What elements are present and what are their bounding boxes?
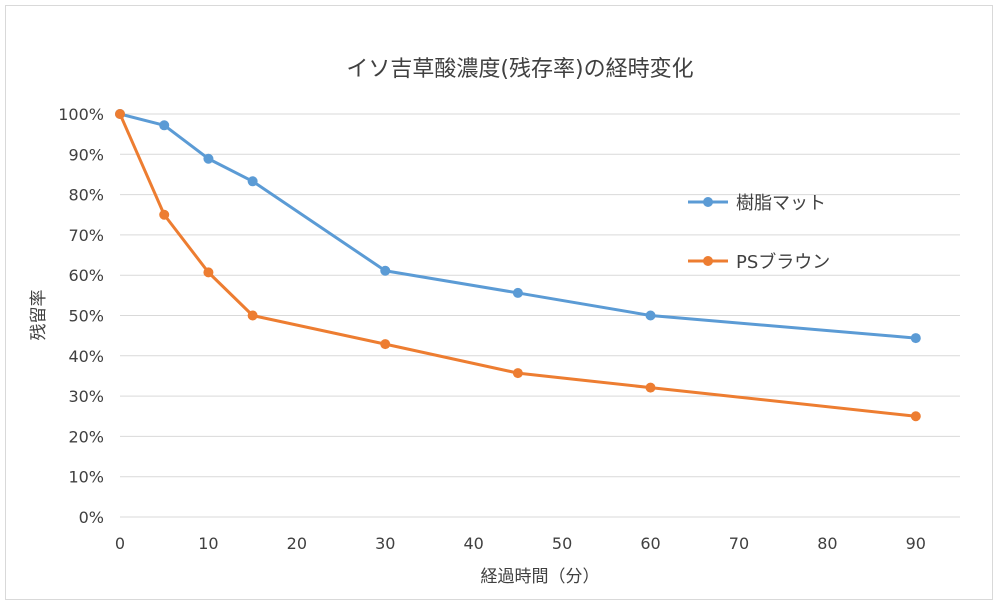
x-tick-label: 0	[115, 534, 125, 553]
y-tick-label: 10%	[68, 468, 104, 487]
data-point-series-1	[645, 310, 656, 321]
data-point-series-2	[910, 411, 921, 422]
x-tick-label: 40	[464, 534, 484, 553]
series-line-2	[118, 113, 916, 418]
data-point-series-1	[203, 153, 214, 164]
y-tick-label: 100%	[58, 105, 104, 124]
chart-frame	[5, 5, 993, 600]
data-point-series-2	[159, 209, 170, 220]
data-point-series-1	[910, 333, 921, 344]
data-point-series-1	[512, 287, 523, 298]
y-tick-label: 50%	[68, 307, 104, 326]
y-axis-title: 残留率	[29, 290, 49, 341]
y-tick-label: 0%	[79, 508, 104, 527]
y-tick-label: 70%	[68, 226, 104, 245]
y-tick-label: 30%	[68, 387, 104, 406]
x-axis-title: 経過時間（分）	[481, 567, 600, 587]
legend: 樹脂マット PSブラウン	[688, 193, 830, 273]
data-point-series-2	[380, 339, 391, 350]
x-axis-ticks: 0 10 20 30 40 50 60 70 80 90	[115, 534, 926, 553]
data-point-series-2	[115, 109, 125, 119]
legend-label: 樹脂マット	[736, 193, 826, 214]
data-point-series-2	[512, 368, 523, 379]
legend-label: PSブラウン	[736, 251, 830, 273]
x-tick-label: 30	[375, 534, 395, 553]
legend-marker	[703, 256, 713, 266]
series-group	[115, 109, 921, 422]
y-axis-ticks: 0% 10% 20% 30% 40% 50% 60% 70% 80% 90% 100%	[58, 105, 104, 527]
x-tick-label: 80	[817, 534, 837, 553]
y-tick-label: 20%	[68, 427, 104, 446]
chart-title: イソ吉草酸濃度(残存率)の経時変化	[346, 57, 693, 82]
x-tick-label: 20	[287, 534, 307, 553]
x-tick-label: 50	[552, 534, 572, 553]
y-tick-label: 80%	[68, 186, 104, 205]
series-line-1	[119, 112, 916, 340]
data-point-series-1	[159, 120, 170, 131]
y-tick-label: 60%	[68, 266, 104, 285]
gridlines	[120, 113, 960, 478]
data-point-series-1	[247, 176, 258, 187]
y-tick-label: 40%	[68, 347, 104, 366]
data-point-series-2	[247, 310, 258, 321]
legend-marker	[703, 197, 713, 207]
x-tick-label: 60	[640, 534, 660, 553]
data-point-series-1	[380, 265, 391, 276]
x-tick-label: 90	[906, 534, 926, 553]
x-tick-label: 70	[729, 534, 749, 553]
x-tick-label: 10	[198, 534, 218, 553]
data-point-series-2	[645, 382, 656, 393]
data-point-series-2	[203, 267, 214, 278]
y-tick-label: 90%	[68, 145, 104, 164]
